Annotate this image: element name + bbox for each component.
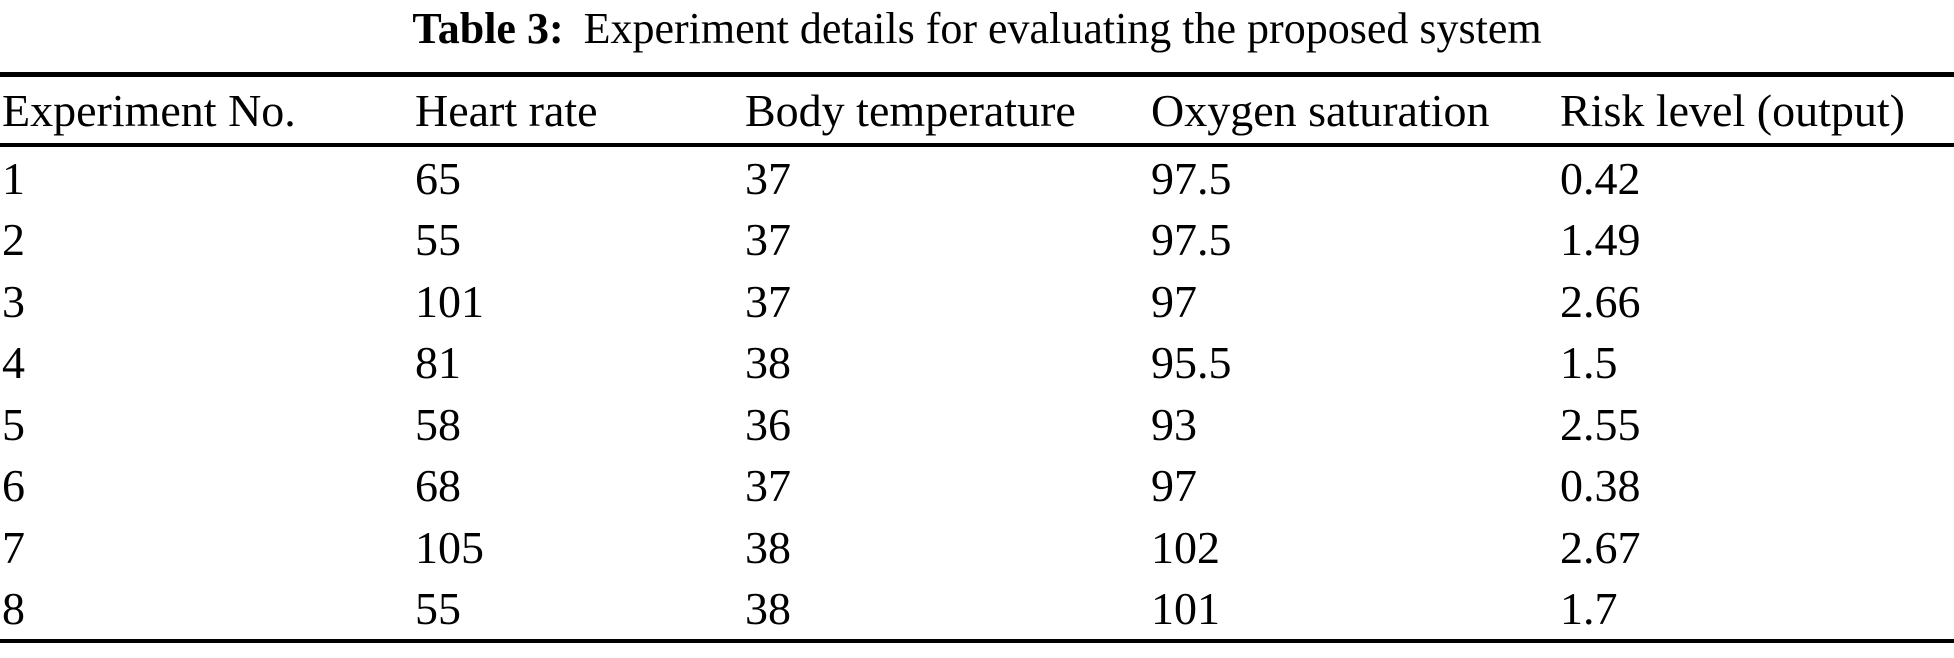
cell-heart-rate: 58	[415, 398, 461, 450]
cell-experiment-no: 6	[2, 460, 25, 512]
cell-risk-level: 2.55	[1560, 398, 1641, 450]
cell-oxygen-saturation: 95.5	[1151, 337, 1232, 389]
column-header-oxygen-saturation: Oxygen saturation	[1151, 74, 1560, 148]
table-row: 4 81 38 95.5 1.5	[0, 332, 1954, 394]
cell-body-temperature: 37	[745, 214, 791, 266]
cell-experiment-no: 4	[2, 337, 25, 389]
cell-oxygen-saturation: 97	[1151, 460, 1197, 512]
table-header-row: Experiment No. Heart rate Body temperatu…	[0, 74, 1954, 148]
cell-body-temperature: 36	[745, 398, 791, 450]
cell-oxygen-saturation: 101	[1151, 583, 1220, 635]
cell-risk-level: 1.5	[1560, 337, 1618, 389]
cell-experiment-no: 7	[2, 521, 25, 573]
cell-experiment-no: 3	[2, 275, 25, 327]
cell-heart-rate: 68	[415, 460, 461, 512]
cell-oxygen-saturation: 97	[1151, 275, 1197, 327]
cell-heart-rate: 105	[415, 521, 484, 573]
cell-experiment-no: 2	[2, 214, 25, 266]
table-row: 7 105 38 102 2.67	[0, 516, 1954, 578]
cell-oxygen-saturation: 97.5	[1151, 152, 1232, 204]
cell-experiment-no: 5	[2, 398, 25, 450]
column-header-heart-rate: Heart rate	[415, 74, 745, 148]
table-row: 5 58 36 93 2.55	[0, 393, 1954, 455]
cell-body-temperature: 38	[745, 337, 791, 389]
table-caption-text: Experiment details for evaluating the pr…	[583, 4, 1542, 53]
cell-risk-level: 0.42	[1560, 152, 1641, 204]
cell-risk-level: 1.7	[1560, 583, 1618, 635]
table-caption: Table 3: Experiment details for evaluatin…	[0, 0, 1954, 53]
cell-heart-rate: 101	[415, 275, 484, 327]
cell-body-temperature: 37	[745, 152, 791, 204]
column-header-body-temperature: Body temperature	[745, 74, 1151, 148]
cell-heart-rate: 81	[415, 337, 461, 389]
cell-risk-level: 1.49	[1560, 214, 1641, 266]
column-header-risk-level: Risk level (output)	[1560, 74, 1954, 148]
table-row: 3 101 37 97 2.66	[0, 270, 1954, 332]
cell-risk-level: 0.38	[1560, 460, 1641, 512]
table-row: 1 65 37 97.5 0.42	[0, 145, 1954, 209]
column-header-experiment-no: Experiment No.	[0, 74, 415, 148]
cell-experiment-no: 8	[2, 583, 25, 635]
table-row: 2 55 37 97.5 1.49	[0, 209, 1954, 271]
cell-risk-level: 2.66	[1560, 275, 1641, 327]
cell-body-temperature: 38	[745, 521, 791, 573]
cell-body-temperature: 37	[745, 460, 791, 512]
cell-heart-rate: 55	[415, 214, 461, 266]
cell-heart-rate: 55	[415, 583, 461, 635]
cell-body-temperature: 37	[745, 275, 791, 327]
cell-risk-level: 2.67	[1560, 521, 1641, 573]
cell-oxygen-saturation: 93	[1151, 398, 1197, 450]
cell-experiment-no: 1	[2, 152, 25, 204]
cell-body-temperature: 38	[745, 583, 791, 635]
cell-heart-rate: 65	[415, 152, 461, 204]
table-row: 8 55 38 101 1.7	[0, 578, 1954, 642]
cell-oxygen-saturation: 102	[1151, 521, 1220, 573]
experiment-details-table: Experiment No. Heart rate Body temperatu…	[0, 72, 1954, 644]
table-caption-label: Table 3:	[412, 4, 564, 53]
cell-oxygen-saturation: 97.5	[1151, 214, 1232, 266]
table-row: 6 68 37 97 0.38	[0, 455, 1954, 517]
